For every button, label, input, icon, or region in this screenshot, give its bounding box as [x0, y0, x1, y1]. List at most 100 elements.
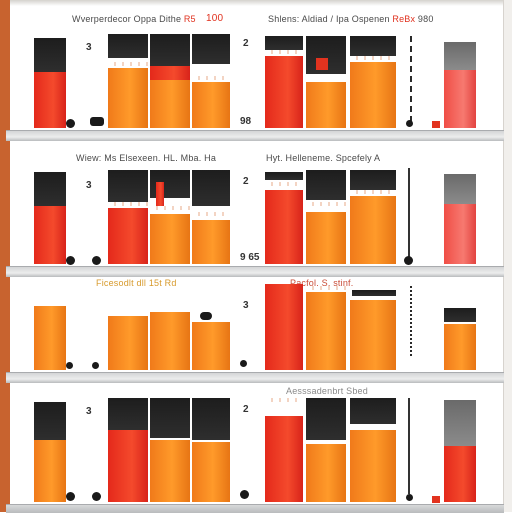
panel-1-marker-right: 2 [243, 38, 249, 49]
panel-1-small-marker [432, 121, 440, 128]
panel-2-bar-3-stripe [150, 206, 190, 210]
panel-2-bar-8-cap [444, 174, 476, 204]
panel-1-shelf [6, 130, 504, 141]
panel-4-bar-3-cap [150, 398, 190, 438]
panel-1-bar-4-stripe [192, 76, 230, 80]
panel-1-bar-2-cap [108, 34, 148, 58]
panel-1-dot-1 [66, 119, 75, 128]
panel-2-bar-6-stripe [306, 202, 346, 206]
panel-1-bar-5-cap [265, 36, 303, 50]
panel-1-bar-7-cap [350, 36, 396, 56]
panel-1-marker-left: 3 [86, 42, 92, 53]
panel-3-bar-4-marker [200, 312, 212, 320]
panel-4-bar-8 [444, 446, 476, 502]
panel-3-bar-6 [306, 292, 346, 370]
panel-1-bar-2-stripe [108, 62, 148, 66]
panel-1-bar-8 [444, 70, 476, 128]
panel-4-bar-1-cap [34, 402, 66, 440]
panel-4-bar-5 [265, 416, 303, 502]
panel-4-bar-2 [108, 430, 148, 502]
panel-1-bar-4-cap [192, 34, 230, 64]
panel-2-header-right: Hyt. Helleneme. Spcefely A [266, 153, 381, 163]
top-frame [0, 0, 512, 6]
panel-3-bar-7 [350, 300, 396, 370]
panel-1-header-right: Shlens: Aldiad / Ipa Ospenen ReBx 980 [268, 14, 434, 24]
panel-3-dot-2 [92, 362, 99, 369]
panel-3-dotted-line [410, 286, 412, 356]
panel-2-bar-8 [444, 204, 476, 264]
panel-2-bar-3 [150, 214, 190, 264]
panel-1-header-left: Wverperdecor Oppa Dithe R5 [72, 14, 196, 24]
panel-2-marker-left: 3 [86, 180, 92, 191]
panel-1-dot-3 [406, 120, 413, 127]
panel-2-footer-number: 9 65 [240, 252, 260, 263]
panel-1-bar-2 [108, 68, 148, 128]
panel-1-bar-7-stripe [350, 56, 396, 60]
panel-3-bar-6-stripe [306, 286, 346, 290]
panel-4-marker-left: 3 [86, 406, 92, 417]
panel-3-shelf [6, 372, 504, 383]
panel-3-header-right: Pacfol. S. stinf. [290, 278, 354, 288]
panel-4-bar-1 [34, 440, 66, 502]
panel-2-stem [408, 168, 410, 258]
panel-4-bar-7-cap [350, 398, 396, 424]
panel-1-dot-2 [90, 117, 104, 126]
panel-2-bar-4 [192, 220, 230, 264]
panel-4-dot-2 [92, 492, 101, 501]
panel-4-bar-4 [192, 442, 230, 502]
panel-4-dot-1 [66, 492, 75, 501]
panel-2-dot-2 [92, 256, 101, 265]
panel-3-bar-8-cap [444, 308, 476, 322]
panel-4-small-marker [432, 496, 440, 503]
panel-2-dot-1 [66, 256, 75, 265]
panel-4-bar-6 [306, 444, 346, 502]
panel-1-bar-3-cap [150, 34, 190, 66]
right-frame [503, 0, 512, 512]
panel-2-bar-3-flame [156, 182, 164, 206]
panel-2-bar-7-stripe [350, 190, 396, 194]
panel-3-bar-8 [444, 324, 476, 370]
panel-3-bar-5 [265, 284, 303, 370]
panel-2-header-left: Wiew: Ms Elsexeen. HL. Mba. Ha [76, 153, 217, 163]
panel-2-marker-right: 2 [243, 176, 249, 187]
panel-4-bar-5-stripe [265, 398, 303, 402]
panel-3-bar-7-cap [352, 290, 396, 296]
panel-4-header-right: Aesssadenbrt Sbed [286, 386, 368, 396]
panel-4-bar-4-cap [192, 398, 230, 440]
panel-1-bar-6 [306, 82, 346, 128]
panel-2-shelf [6, 266, 504, 277]
panel-4-bar-7 [350, 430, 396, 502]
panel-1-bar-4 [192, 82, 230, 128]
panel-2-bar-6 [306, 212, 346, 264]
panel-2-stem-dot [404, 256, 413, 265]
panel-3-header-left: Ficesodlt dll 15t Rd [96, 278, 177, 288]
panel-2-bar-4-stripe [192, 212, 230, 216]
panel-4-bar-6-cap [306, 398, 346, 440]
panel-2-bar-7-cap [350, 170, 396, 190]
panel-2-bar-5 [265, 190, 303, 264]
panel-4-shelf [6, 504, 504, 513]
panel-1-bar-1 [34, 72, 66, 128]
panel-2-bar-7 [350, 196, 396, 264]
panel-2-bar-2-cap [108, 170, 148, 202]
panel-4-dot-3 [240, 490, 249, 499]
panel-3-bar-2 [108, 316, 148, 370]
panel-4-bar-8-cap [444, 400, 476, 446]
panel-2-bar-1-cap [34, 172, 66, 206]
panel-1-dashed-line [410, 36, 412, 122]
panel-1-bar-3 [150, 80, 190, 128]
panel-3-bar-3 [150, 312, 190, 370]
panel-1-bar-6-marker [316, 58, 328, 70]
panel-3-bar-4 [192, 322, 230, 370]
panel-1-footer-number: 98 [240, 116, 252, 127]
panel-3-bar-1 [34, 306, 66, 370]
panel-1-bar-5 [265, 56, 303, 128]
left-frame [0, 0, 10, 512]
panel-1-bar-7 [350, 62, 396, 128]
panel-1-bar-8-cap [444, 42, 476, 70]
panel-2-bar-1 [34, 206, 66, 264]
panel-1-header-number: 100 [206, 13, 224, 24]
panel-2-bar-2-stripe [108, 202, 148, 206]
panel-4-marker-right: 2 [243, 404, 249, 415]
panel-3-marker-right: 3 [243, 300, 249, 311]
